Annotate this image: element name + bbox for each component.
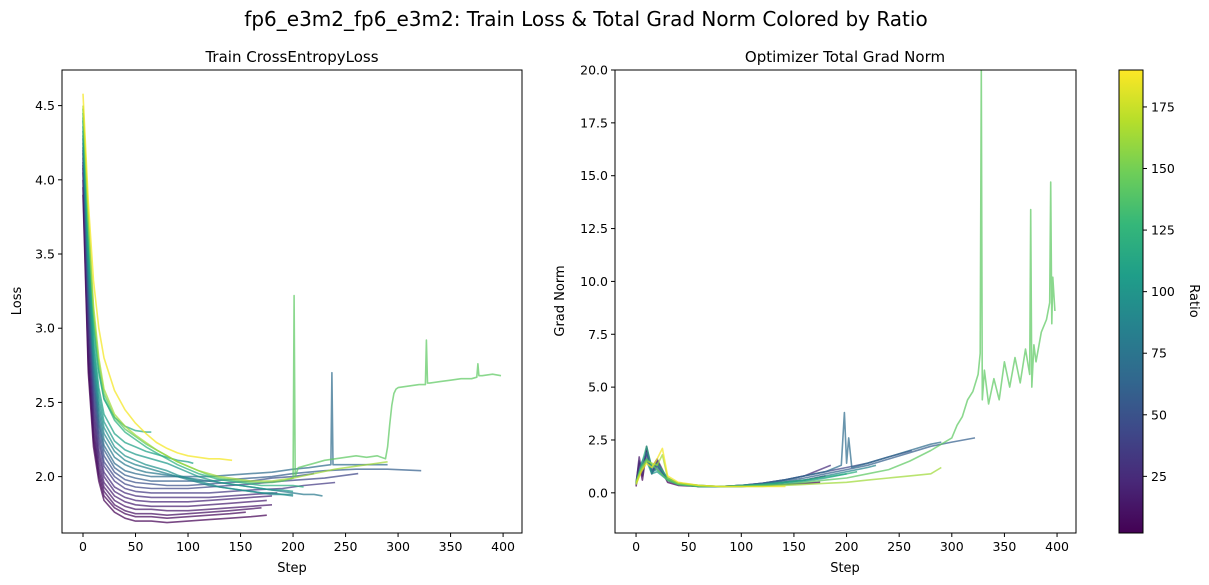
loss-x-tick-label: 200 [281,539,305,554]
loss-series-line [82,164,273,503]
loss-x-tick-label: 100 [176,539,200,554]
loss-y-tick-label: 4.0 [35,172,55,187]
colorbar-frame [1118,69,1144,534]
grad-x-axis-label: Step [830,561,860,576]
loss-x-tick-label: 150 [229,539,253,554]
grad-y-axis-label: Grad Norm [553,265,568,336]
loss-x-axis-label: Step [277,561,307,576]
colorbar-tick-label: 100 [1151,284,1175,299]
grad-x-tick-label: 200 [835,539,859,554]
colorbar-tick-label: 175 [1151,99,1175,114]
grad-x-tick-label: 0 [632,539,640,554]
grad-panel: Optimizer Total Grad Norm 0 50 100 150 200 25… [553,48,1077,576]
loss-y-tick-label: 3.5 [35,247,55,262]
grad-y-tick-label: 5.0 [588,380,608,395]
loss-series-line [82,187,246,520]
loss-x-tick-label: 350 [439,539,463,554]
grad-x-tick-label: 400 [1045,539,1069,554]
grad-series-line [635,411,942,488]
loss-y-axis-label: Loss [10,287,25,316]
loss-series-line [82,157,336,494]
loss-x-tick-label: 300 [386,539,410,554]
grad-x-tick-label: 250 [887,539,911,554]
grad-x-tick-label: 50 [681,539,697,554]
colorbar-gradient [1119,70,1143,533]
loss-x-tick-label: 250 [334,539,358,554]
loss-y-tick-label: 4.5 [35,98,55,113]
loss-series-line [82,112,304,488]
grad-x-ticks: 0 50 100 150 200 250 300 350 400 [632,533,1069,554]
loss-x-ticks: 0 50 100 150 200 250 300 350 400 [79,533,515,554]
loss-series-line [82,194,267,524]
loss-series-line [82,93,233,462]
loss-y-tick-label: 3.0 [35,321,55,336]
grad-series-line [635,447,786,488]
loss-panel: Train CrossEntropyLoss 0 50 100 150 200 250 30… [10,48,523,576]
grad-y-tick-label: 7.5 [588,327,608,342]
grad-y-tick-label: 0.0 [588,485,608,500]
loss-series-line [82,120,194,465]
colorbar: 25 50 75 100 125 150 175 Ratio [1118,69,1201,534]
loss-series-line [82,147,422,482]
loss-x-tick-label: 400 [491,539,515,554]
grad-y-tick-label: 15.0 [580,168,608,183]
loss-series-line [82,130,294,496]
loss-x-tick-label: 50 [128,539,144,554]
loss-series-line [82,108,502,484]
grad-y-tick-label: 12.5 [580,221,608,236]
colorbar-tick-label: 75 [1151,346,1167,361]
colorbar-ticks: 25 50 75 100 125 150 175 [1143,99,1175,484]
grad-y-tick-label: 20.0 [580,63,608,78]
grad-lines [635,70,1056,488]
loss-plot-frame [61,69,523,534]
colorbar-tick-label: 150 [1151,161,1175,176]
grad-y-ticks: 0.0 2.5 5.0 7.5 10.0 12.5 15.0 17.5 20.0 [580,63,615,500]
grad-y-tick-label: 17.5 [580,115,608,130]
loss-series-line [82,142,388,478]
grad-chart-title: Optimizer Total Grad Norm [745,48,945,66]
loss-series-line [82,105,388,482]
loss-y-ticks: 2.0 2.5 3.0 3.5 4.0 4.5 [35,98,62,484]
grad-plot-frame [614,69,1077,534]
loss-series-line [82,161,278,499]
loss-series-line [82,126,294,493]
grad-x-tick-label: 300 [940,539,964,554]
loss-y-tick-label: 2.0 [35,469,55,484]
loss-series-line [82,150,315,487]
loss-series-line [82,172,273,512]
grad-x-tick-label: 150 [782,539,806,554]
colorbar-tick-label: 50 [1151,407,1167,422]
loss-series-line [82,167,267,508]
grad-y-tick-label: 10.0 [580,274,608,289]
grad-y-tick-label: 2.5 [588,432,608,447]
colorbar-label: Ratio [1186,284,1201,317]
colorbar-tick-label: 25 [1151,469,1167,484]
loss-lines [82,93,502,524]
figure-title: fp6_e3m2_fp6_e3m2: Train Loss & Total Gr… [244,7,927,31]
loss-chart-title: Train CrossEntropyLoss [204,48,378,66]
grad-x-tick-label: 100 [729,539,753,554]
loss-series-line [82,153,359,490]
loss-series-line [82,138,323,497]
loss-x-tick-label: 0 [79,539,87,554]
colorbar-tick-label: 125 [1151,223,1175,238]
loss-y-tick-label: 2.5 [35,395,55,410]
grad-x-tick-label: 350 [992,539,1016,554]
